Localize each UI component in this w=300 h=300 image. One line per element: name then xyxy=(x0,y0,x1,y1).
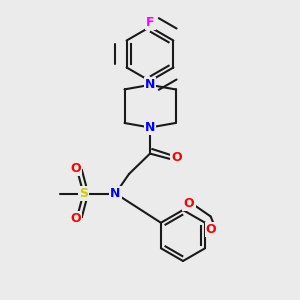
Text: N: N xyxy=(110,187,121,200)
Text: O: O xyxy=(206,223,216,236)
Text: F: F xyxy=(146,16,154,29)
Text: O: O xyxy=(70,161,81,175)
Text: S: S xyxy=(79,187,88,200)
Text: N: N xyxy=(145,121,155,134)
Text: O: O xyxy=(171,151,182,164)
Text: O: O xyxy=(70,212,81,226)
Text: N: N xyxy=(145,78,155,92)
Text: O: O xyxy=(184,197,194,210)
